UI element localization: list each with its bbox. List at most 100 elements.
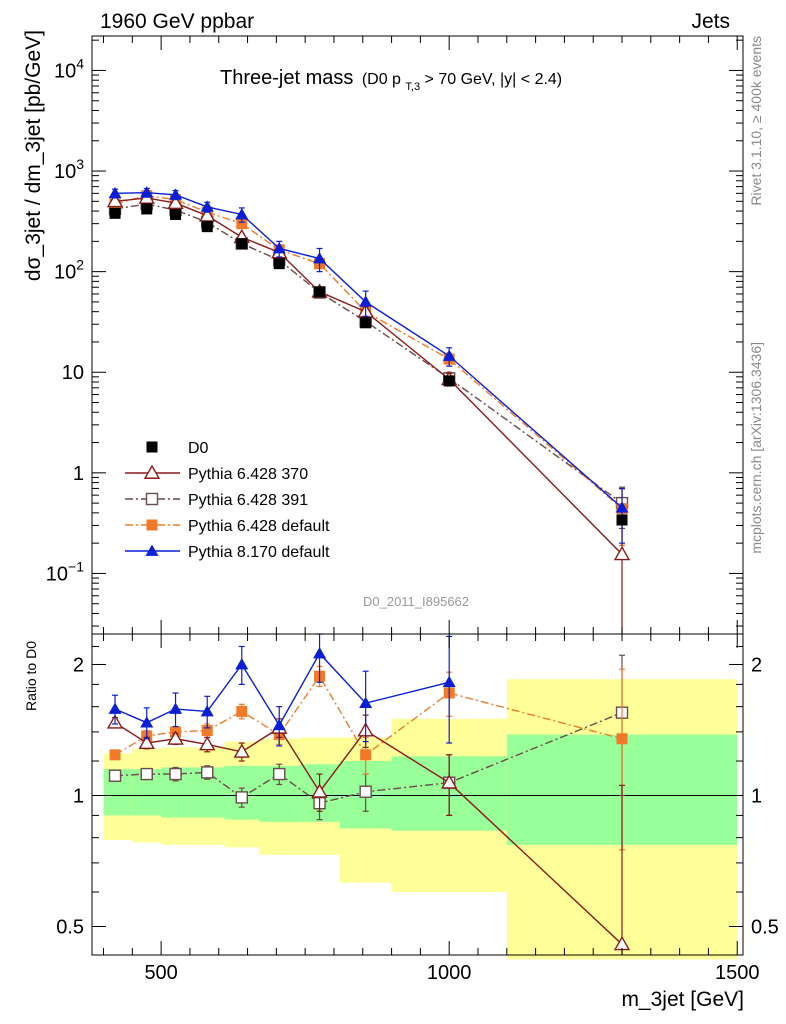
ratio-point [272, 718, 286, 731]
legend-marker [146, 441, 158, 453]
ratio-point [236, 705, 248, 717]
ratio-y-tick-label-right: 1 [751, 785, 762, 807]
y-tick-label: 10 [62, 362, 84, 384]
plot-title-main: Three-jet mass [220, 67, 353, 89]
legend-entry-py6_370: Pythia 6.428 370 [125, 464, 308, 483]
ratio-point [235, 791, 248, 804]
rivet-version-label: Rivet 3.1.10, ≥ 400k events [748, 36, 764, 206]
x-axis-title: m_3jet [GeV] [621, 988, 744, 1011]
legend-marker [145, 544, 159, 556]
ratio-point [140, 767, 153, 781]
header-category: Jets [691, 10, 730, 33]
main-point [140, 186, 154, 198]
ratio-point [442, 675, 456, 688]
main-point [201, 221, 213, 233]
main-point [106, 192, 124, 208]
main-point [169, 188, 183, 200]
main-point [236, 238, 248, 250]
ratio-line-py8_default [114, 652, 450, 727]
main-line-py6_391 [114, 203, 623, 504]
x-tick-label: 1500 [715, 962, 760, 984]
legend-entry-py6_default: Pythia 6.428 default [125, 518, 330, 535]
main-point [199, 207, 216, 222]
ratio-point [359, 696, 373, 709]
main-series-D0 [109, 203, 628, 526]
axes: 500 1000 1500 10−1 1 10 102 103 104 0.5 0.5 1 1 2 2 [46, 35, 779, 984]
ratio-point [273, 767, 286, 781]
main-point [141, 203, 153, 215]
main-ylabel: dσ_3jet / dm_3jet [pb/GeV] [22, 30, 45, 281]
legend-entry-py8_default: Pythia 8.170 default [125, 544, 330, 561]
legend-label: Pythia 6.428 370 [188, 466, 308, 483]
y-tick-label: 102 [54, 257, 84, 284]
legend-marker [146, 519, 158, 531]
ratio-series-py8_default [108, 633, 456, 747]
ratio-ylabel: Ratio to D0 [23, 641, 39, 711]
x-tick-label: 1000 [427, 962, 472, 984]
ratio-uncertainty-bands [92, 679, 743, 960]
analysis-id-label: D0_2011_I895662 [363, 594, 469, 609]
y-tick-label: 104 [54, 55, 84, 82]
ratio-point [616, 733, 628, 745]
main-series-py6_370 [106, 189, 631, 634]
ratio-point [311, 783, 328, 798]
main-point [170, 208, 182, 220]
plot-title-cond-prefix: (D0 p [362, 71, 401, 88]
ratio-point [169, 702, 183, 714]
legend-entry-py6_391: Pythia 6.428 391 [125, 492, 308, 509]
ratio-point [167, 730, 184, 745]
ratio-panel [106, 633, 631, 955]
y-tick-label: 10−1 [46, 558, 84, 585]
legend-label: Pythia 8.170 default [188, 544, 330, 561]
ratio-line-py6_370 [114, 722, 623, 945]
plot-title: Three-jet mass (D0 p T,3 > 70 GeV, |y| <… [220, 67, 562, 94]
main-point [272, 241, 286, 254]
header-energy: 1960 GeV ppbar [100, 10, 254, 33]
ratio-point [360, 749, 372, 761]
legend-label: Pythia 6.428 391 [188, 492, 308, 509]
y-tick-label: 1 [73, 463, 84, 485]
main-panel [106, 186, 631, 634]
y-tick-label: 103 [54, 156, 84, 183]
legend-label: D0 [188, 440, 209, 457]
ratio-point [235, 657, 249, 670]
ratio-point [169, 767, 182, 781]
main-point [613, 545, 631, 561]
ratio-point [440, 774, 458, 789]
main-point [443, 375, 455, 387]
main-line-py6_default [114, 194, 623, 510]
main-point [167, 194, 184, 210]
legend-entry-D0: D0 [146, 440, 209, 457]
main-point [360, 317, 372, 329]
main-point [200, 200, 214, 212]
ratio-y-tick-label: 0.5 [56, 916, 84, 938]
legend-marker [143, 464, 161, 479]
ratio-point [313, 646, 327, 659]
main-point [616, 514, 628, 526]
main-series-py8_default [108, 186, 629, 544]
ratio-point [199, 736, 216, 751]
ratio-point [201, 766, 214, 779]
ratio-y-tick-label: 2 [73, 654, 84, 676]
ratio-point [233, 743, 250, 758]
main-point [615, 501, 629, 513]
ratio-point [108, 702, 122, 714]
ratio-frame [91, 633, 744, 956]
legend: D0 Pythia 6.428 370 Pythia 6.428 391 Pythia… [125, 440, 330, 561]
main-point [313, 252, 327, 264]
main-point [108, 186, 122, 199]
ratio-point [108, 769, 122, 782]
x-tick-label: 500 [144, 962, 177, 984]
main-point [314, 286, 326, 298]
ratio-point [201, 725, 213, 737]
main-line-py8_default [115, 191, 623, 509]
main-point [235, 207, 249, 220]
ratio-line-py6_391 [115, 712, 623, 804]
ratio-point [138, 734, 155, 749]
mcplots-label: mcplots.cern.ch [arXiv:1306.3436] [748, 342, 764, 554]
ratio-y-tick-label: 1 [73, 785, 84, 807]
ratio-point [109, 749, 121, 761]
ratio-point [140, 716, 154, 728]
ratio-y-tick-label-right: 0.5 [751, 916, 779, 938]
